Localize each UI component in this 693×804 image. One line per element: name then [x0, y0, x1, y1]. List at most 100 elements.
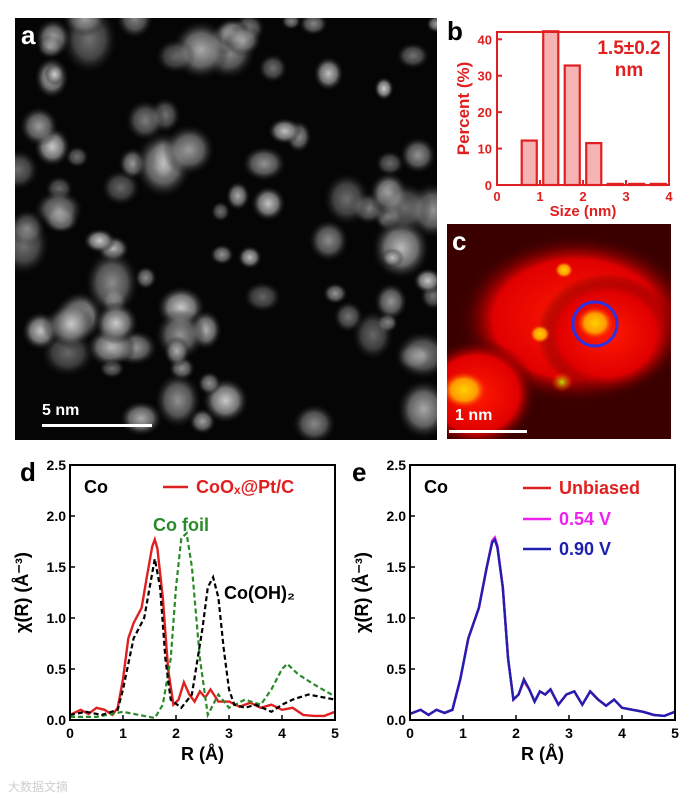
- panel-element-label: Co: [424, 477, 448, 497]
- x-tick-label: 3: [565, 725, 573, 741]
- x-tick-label: 2: [579, 189, 586, 204]
- eels-map: 1 nm: [447, 224, 671, 439]
- x-tick-label: 0: [406, 725, 414, 741]
- particle: [380, 248, 405, 268]
- y-axis-label: χ(R) (Å⁻³): [352, 552, 372, 633]
- x-axis-label: R (Å): [181, 744, 224, 764]
- particle: [84, 249, 140, 317]
- particle: [225, 181, 251, 211]
- stem-particles: [15, 18, 437, 440]
- particle: [162, 124, 216, 176]
- y-tick-label: 0.5: [47, 661, 67, 677]
- curve-annotation: Co foil: [153, 515, 209, 535]
- particle: [115, 18, 154, 40]
- histogram-bar: [542, 30, 560, 187]
- particle: [44, 62, 65, 86]
- particle: [61, 18, 107, 37]
- particle: [155, 38, 196, 74]
- eels-map-graphic: [447, 224, 671, 439]
- x-tick-label: 2: [512, 725, 520, 741]
- x-axis-label: Size (nm): [550, 203, 617, 220]
- particle: [19, 106, 59, 147]
- particle: [242, 281, 283, 313]
- panel-letter-b: b: [447, 16, 463, 46]
- particle: [257, 53, 288, 84]
- particle: [237, 245, 263, 270]
- series-line-unbiased: [409, 535, 676, 718]
- legend-label: 0.54 V: [559, 509, 611, 529]
- panel-element-label: Co: [84, 477, 108, 497]
- particle: [36, 34, 64, 60]
- legend-label: CoOₓ@Pt/C: [196, 477, 294, 497]
- particle: [49, 296, 94, 351]
- particle: [298, 18, 329, 36]
- y-tick-label: 1.0: [47, 610, 67, 626]
- series-line-0-90-v: [409, 537, 676, 718]
- particle: [209, 243, 235, 266]
- particle: [373, 76, 395, 101]
- series-line-coo-pt-c: [69, 535, 336, 718]
- y-tick-label: 20: [478, 105, 492, 120]
- exafs-chart-e: 0 1 2 3 4 5 0.0 0.5 1.0 1.5 2.0 2.5 R (Å) χ(R) (Å⁻³) C…: [352, 457, 679, 764]
- curve-annotation: Co(OH)₂: [224, 583, 295, 603]
- y-tick-label: 1.0: [387, 610, 407, 626]
- particle: [322, 282, 348, 305]
- particle: [33, 189, 84, 230]
- particle: [396, 378, 437, 440]
- plot-frame: [409, 464, 676, 721]
- particle: [15, 148, 40, 191]
- size-annotation-unit: nm: [615, 60, 644, 81]
- y-axis-label: χ(R) (Å⁻³): [12, 552, 32, 633]
- stem-image: 5 nm: [15, 18, 437, 440]
- x-tick-label: 3: [622, 189, 629, 204]
- particle: [124, 99, 166, 142]
- watermark: 大数据文摘: [8, 780, 69, 794]
- series-line-0-54-v: [409, 534, 676, 718]
- series-line-co-oh-: [69, 558, 336, 717]
- particle: [394, 330, 437, 380]
- particle: [15, 208, 47, 248]
- x-tick-label: 4: [618, 725, 626, 741]
- particle: [399, 136, 437, 174]
- y-tick-label: 0.0: [47, 712, 67, 728]
- particle: [154, 372, 202, 429]
- particle: [412, 267, 437, 294]
- scalebar-label-a: 5 nm: [42, 402, 80, 419]
- particle: [313, 56, 344, 92]
- x-tick-label: 1: [459, 725, 467, 741]
- particle: [250, 185, 286, 222]
- x-tick-label: 3: [225, 725, 233, 741]
- y-tick-label: 1.5: [47, 559, 67, 575]
- particle: [373, 282, 409, 321]
- x-tick-label: 1: [536, 189, 543, 204]
- particle: [291, 403, 337, 440]
- particle: [64, 145, 90, 169]
- particle: [308, 218, 350, 263]
- particle: [425, 18, 437, 34]
- particle: [163, 336, 191, 368]
- y-tick-label: 40: [478, 32, 492, 47]
- particle: [223, 24, 263, 57]
- panel-letter-e: e: [352, 457, 367, 487]
- x-tick-label: 2: [172, 725, 180, 741]
- particle: [267, 117, 302, 145]
- x-tick-label: 5: [671, 725, 679, 741]
- histogram-bar: [585, 142, 603, 187]
- particle: [83, 228, 116, 254]
- panel-letter-d: d: [20, 457, 36, 487]
- particle: [280, 18, 302, 30]
- particle: [93, 301, 139, 345]
- particle: [210, 200, 231, 223]
- y-tick-label: 10: [478, 142, 492, 157]
- particle: [241, 145, 287, 182]
- exafs-chart-d: 0 1 2 3 4 5 0.0 0.5 1.0 1.5 2.0 2.5 R (Å) χ(R) (Å⁻³) C…: [12, 457, 339, 764]
- scalebar-label-c: 1 nm: [455, 407, 493, 424]
- highlight-circle: [571, 300, 619, 348]
- particle: [322, 171, 371, 227]
- histogram-bar: [563, 64, 581, 187]
- scalebar-c: [449, 430, 527, 433]
- particle: [395, 42, 431, 70]
- particle: [351, 309, 395, 361]
- panel-letter-c: c: [452, 226, 467, 256]
